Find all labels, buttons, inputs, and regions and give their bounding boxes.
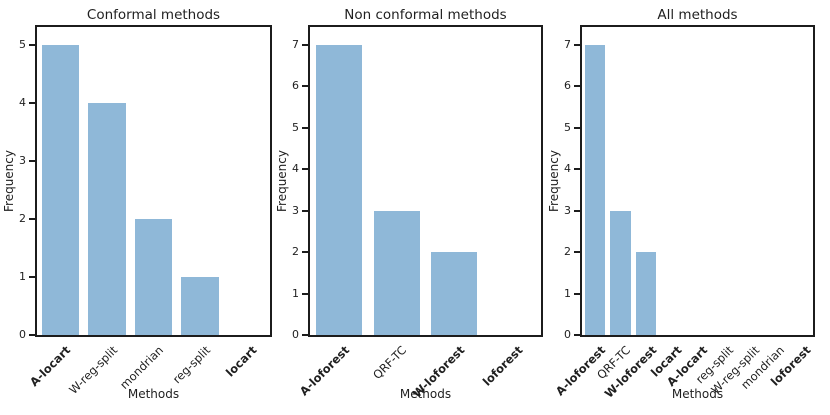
y-tick-label: 2 [19,212,26,225]
y-tick-label: 2 [292,245,299,259]
y-tick-mark [302,334,308,336]
bar-W-loforest [431,252,478,335]
y-tick-mark [574,209,580,212]
y-tick-mark [302,209,308,212]
y-tick-mark [302,292,308,295]
y-tick-label: 5 [292,120,299,134]
y-tick-mark [574,251,580,254]
bar-QRF-TC [373,210,420,335]
y-tick-label: 3 [19,154,26,167]
y-tick-mark [302,126,308,129]
y-tick-label: 1 [564,286,571,300]
chart-title: Non conformal methods [344,7,507,23]
y-tick-mark [29,44,35,46]
y-tick-mark [302,251,308,254]
y-tick-label: 1 [292,286,299,300]
y-tick-mark [574,168,580,171]
y-tick-mark [29,102,35,104]
plot-area [580,25,815,337]
y-tick-label: 7 [292,38,299,51]
y-tick-mark [574,292,580,295]
y-tick-label: 3 [292,203,299,217]
y-tick-label: 4 [292,162,299,176]
y-tick-label: 6 [564,79,571,93]
bar-QRF-TC [610,210,631,335]
x-axis-label: Methods [399,387,452,401]
y-tick-label: 1 [19,270,26,283]
y-tick-label: 4 [19,96,26,109]
y-tick-label: 6 [292,79,299,93]
bar-reg-split [181,277,219,335]
bar-W-loforest [635,252,657,335]
y-tick-mark [574,334,580,336]
x-axis-label: Methods [671,387,724,401]
y-tick-mark [302,168,308,171]
x-axis-label: Methods [127,387,180,401]
y-tick-mark [302,85,308,88]
y-tick-label: 5 [564,120,571,134]
bar-A-locart [41,45,79,335]
y-tick-mark [29,276,35,278]
y-tick-mark [29,160,35,162]
plot-area [308,25,543,337]
y-tick-label: 0 [564,328,571,341]
y-tick-mark [302,44,308,46]
y-tick-mark [574,85,580,88]
bar-A-loforest [584,45,606,335]
y-tick-mark [29,334,35,336]
y-tick-label: 7 [564,38,571,51]
bar-mondrian [134,219,173,335]
chart-title: Conformal methods [86,7,221,23]
bar-A-loforest [315,45,362,335]
chart-title: All methods [657,7,738,23]
y-tick-label: 4 [564,162,571,176]
y-tick-label: 0 [292,328,299,341]
y-tick-label: 2 [564,245,571,259]
y-tick-mark [29,218,35,220]
y-tick-label: 0 [19,328,26,341]
y-tick-label: 3 [564,203,571,217]
plot-area [35,25,272,337]
bar-W-reg-split [88,103,126,335]
y-tick-mark [574,126,580,129]
y-tick-mark [574,44,580,46]
y-tick-label: 5 [19,38,26,51]
